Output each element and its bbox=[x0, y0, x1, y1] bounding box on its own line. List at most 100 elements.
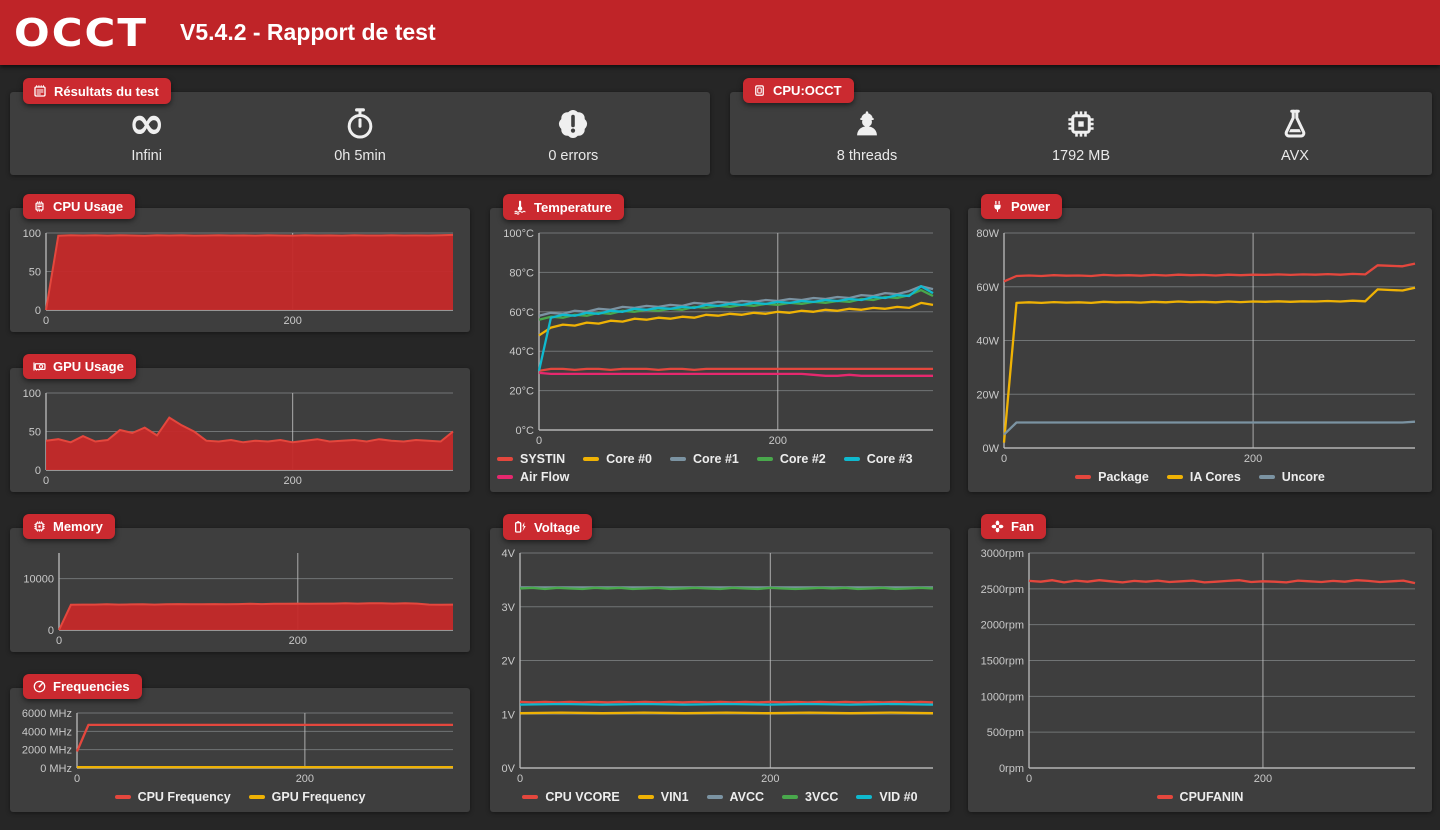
test-results-badge-label: Résultats du test bbox=[54, 83, 159, 99]
gpu-icon bbox=[32, 359, 47, 374]
thermometer-icon bbox=[512, 199, 528, 215]
legend-item: CPU Frequency bbox=[114, 790, 231, 804]
cpu-occt-badge: CPU:OCCT bbox=[743, 78, 854, 103]
svg-text:0: 0 bbox=[43, 315, 49, 327]
legend-color-dash bbox=[637, 795, 654, 799]
gpu-usage-badge: GPU Usage bbox=[23, 354, 136, 379]
legend-color-dash bbox=[583, 457, 600, 461]
svg-text:0: 0 bbox=[56, 635, 62, 647]
legend-label: Core #3 bbox=[866, 452, 913, 466]
battery-bolt-icon bbox=[512, 519, 528, 535]
svg-text:60W: 60W bbox=[976, 282, 999, 294]
temperature-chart: 0°C 20°C 40°C 60°C 80°C 100°C 0 200 bbox=[495, 225, 945, 449]
svg-text:0 MHz: 0 MHz bbox=[40, 763, 72, 775]
occt-logo: OCCT bbox=[14, 9, 148, 56]
svg-text:200: 200 bbox=[1254, 773, 1272, 785]
test-error-count-value: 0 errors bbox=[548, 148, 599, 164]
legend-item: AVCC bbox=[706, 790, 764, 804]
test-duration-mode: ∞ Infini bbox=[57, 98, 237, 165]
svg-text:40°C: 40°C bbox=[509, 346, 534, 358]
fan-panel: Fan 0rpm 500rpm 1000rpm 1500rpm 2000rpm 2500r… bbox=[968, 514, 1432, 812]
legend-color-dash bbox=[1075, 475, 1092, 479]
svg-text:0: 0 bbox=[517, 773, 523, 785]
legend-label: Uncore bbox=[1281, 470, 1325, 484]
memory-icon bbox=[32, 519, 47, 534]
voltage-panel: Voltage 0V 1V 2V 3V 4V 0 200 CPU VCORE VIN1 AVCC 3… bbox=[490, 514, 950, 812]
legend-color-dash bbox=[843, 457, 860, 461]
fan-icon bbox=[990, 519, 1005, 534]
legend-item: Core #1 bbox=[670, 452, 739, 466]
svg-text:1V: 1V bbox=[502, 709, 516, 721]
svg-text:6000 MHz: 6000 MHz bbox=[22, 708, 72, 720]
worker-icon bbox=[849, 103, 885, 145]
memory-badge-label: Memory bbox=[53, 519, 103, 534]
legend-color-dash bbox=[782, 795, 799, 799]
svg-text:0°C: 0°C bbox=[516, 425, 535, 437]
temperature-legend: SYSTIN Core #0 Core #1 Core #2 Core #3 Air Fl… bbox=[495, 449, 945, 489]
legend-color-dash bbox=[706, 795, 723, 799]
chip-icon bbox=[1063, 103, 1099, 145]
svg-text:100°C: 100°C bbox=[503, 228, 534, 240]
legend-color-dash bbox=[1156, 795, 1173, 799]
legend-label: IA Cores bbox=[1189, 470, 1241, 484]
legend-color-dash bbox=[1258, 475, 1275, 479]
legend-item: CPU VCORE bbox=[522, 790, 620, 804]
app-header: OCCT V5.4.2 - Rapport de test bbox=[0, 0, 1440, 65]
legend-color-dash bbox=[1166, 475, 1183, 479]
frequencies-badge-label: Frequencies bbox=[53, 679, 130, 694]
legend-color-dash bbox=[114, 795, 131, 799]
legend-item: VIN1 bbox=[637, 790, 689, 804]
power-panel: Power 0W 20W 40W 60W 80W 0 200 Package IA Cores U… bbox=[968, 194, 1432, 492]
infinity-icon: ∞ bbox=[128, 98, 165, 149]
gauge-icon bbox=[32, 679, 47, 694]
voltage-chart: 0V 1V 2V 3V 4V 0 200 bbox=[495, 545, 945, 787]
svg-text:0: 0 bbox=[35, 465, 41, 477]
cpu-usage-panel: CPU Usage 0 50 100 0 200 bbox=[10, 194, 470, 332]
legend-color-dash bbox=[856, 795, 873, 799]
svg-text:50: 50 bbox=[29, 267, 41, 279]
legend-item: CPUFANIN bbox=[1156, 790, 1244, 804]
svg-text:0: 0 bbox=[1026, 773, 1032, 785]
frequencies-legend: CPU Frequency GPU Frequency bbox=[113, 787, 368, 809]
legend-color-dash bbox=[756, 457, 773, 461]
svg-text:2500rpm: 2500rpm bbox=[981, 584, 1024, 596]
legend-item: GPU Frequency bbox=[248, 790, 365, 804]
test-results-panel: Résultats du test ∞ Infini 0h 5min bbox=[10, 78, 710, 175]
legend-item: Core #2 bbox=[756, 452, 826, 466]
plug-icon-badge: Power bbox=[981, 194, 1063, 219]
cpu-instruction-set-value: AVX bbox=[1281, 148, 1309, 164]
test-elapsed-time: 0h 5min bbox=[270, 103, 450, 164]
test-results-badge: Résultats du test bbox=[23, 78, 171, 104]
svg-text:200: 200 bbox=[769, 435, 787, 447]
legend-label: Core #1 bbox=[693, 452, 739, 466]
frequencies-badge: Frequencies bbox=[23, 674, 142, 699]
cpu-memory-value: 1792 MB bbox=[1051, 148, 1111, 164]
gpu-usage-chart: 0 50 100 0 200 bbox=[15, 385, 465, 489]
legend-item: IA Cores bbox=[1166, 470, 1241, 484]
temperature-panel: Temperature 0°C 20°C 40°C 60°C 80°C 100°C 0 200… bbox=[490, 194, 950, 492]
legend-label: CPU VCORE bbox=[545, 790, 620, 804]
fan-badge: Fan bbox=[981, 514, 1047, 539]
svg-text:80W: 80W bbox=[976, 228, 999, 240]
cpu-usage-badge: CPU Usage bbox=[23, 194, 136, 219]
test-duration-mode-value: Infini bbox=[131, 148, 162, 164]
svg-text:200: 200 bbox=[289, 635, 307, 647]
legend-label: Package bbox=[1098, 470, 1149, 484]
svg-text:20°C: 20°C bbox=[509, 386, 534, 398]
svg-text:60°C: 60°C bbox=[509, 307, 534, 319]
notepad-icon bbox=[32, 83, 48, 99]
svg-text:100: 100 bbox=[23, 228, 41, 240]
cpu-occt-badge-label: CPU:OCCT bbox=[773, 83, 842, 98]
legend-label: Air Flow bbox=[520, 470, 570, 484]
power-badge-label: Power bbox=[1011, 199, 1051, 214]
legend-color-dash bbox=[497, 475, 513, 479]
svg-text:200: 200 bbox=[283, 315, 301, 327]
memory-chart: 0 10000 0 200 bbox=[15, 545, 465, 649]
svg-text:2000 MHz: 2000 MHz bbox=[22, 745, 72, 757]
cpu-icon bbox=[32, 199, 47, 214]
cpu-threads: 8 threads bbox=[777, 103, 957, 164]
svg-text:0: 0 bbox=[48, 625, 54, 637]
legend-label: CPUFANIN bbox=[1179, 790, 1244, 804]
svg-text:2V: 2V bbox=[502, 656, 516, 668]
legend-color-dash bbox=[670, 457, 687, 461]
